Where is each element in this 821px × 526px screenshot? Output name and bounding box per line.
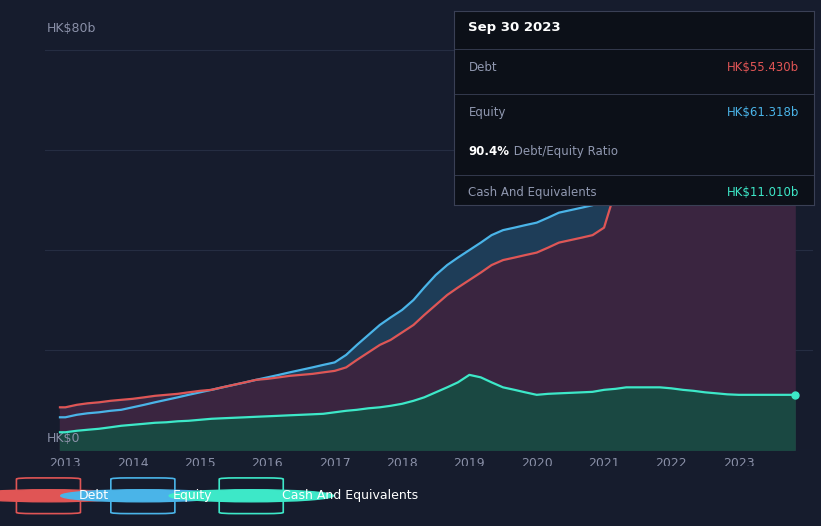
Text: Equity: Equity — [469, 106, 506, 119]
FancyBboxPatch shape — [111, 478, 175, 513]
Text: HK$80b: HK$80b — [47, 22, 96, 35]
Text: 90.4%: 90.4% — [469, 145, 509, 158]
Text: Sep 30 2023: Sep 30 2023 — [469, 21, 561, 34]
Text: Debt: Debt — [469, 61, 497, 74]
Text: HK$61.318b: HK$61.318b — [727, 106, 799, 119]
Text: Cash And Equivalents: Cash And Equivalents — [469, 186, 597, 199]
Circle shape — [169, 490, 333, 502]
Text: HK$0: HK$0 — [47, 432, 80, 446]
FancyBboxPatch shape — [219, 478, 283, 513]
Text: HK$55.430b: HK$55.430b — [727, 61, 799, 74]
Text: Cash And Equivalents: Cash And Equivalents — [282, 489, 418, 502]
Text: Debt/Equity Ratio: Debt/Equity Ratio — [510, 145, 617, 158]
Circle shape — [0, 490, 131, 502]
Text: HK$11.010b: HK$11.010b — [727, 186, 799, 199]
FancyBboxPatch shape — [16, 478, 80, 513]
Text: Equity: Equity — [173, 489, 213, 502]
Text: Debt: Debt — [79, 489, 109, 502]
Circle shape — [61, 490, 225, 502]
